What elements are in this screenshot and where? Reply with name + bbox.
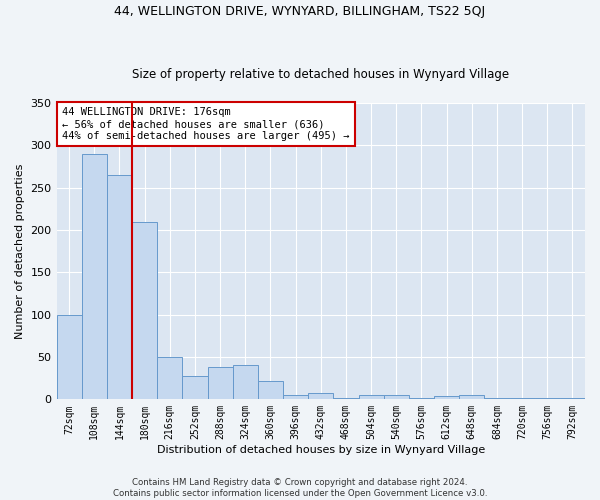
Bar: [233, 366, 258, 400]
Bar: [484, 398, 509, 400]
Bar: [308, 392, 334, 400]
Text: 44 WELLINGTON DRIVE: 176sqm
← 56% of detached houses are smaller (636)
44% of se: 44 WELLINGTON DRIVE: 176sqm ← 56% of det…: [62, 108, 349, 140]
Text: Contains HM Land Registry data © Crown copyright and database right 2024.
Contai: Contains HM Land Registry data © Crown c…: [113, 478, 487, 498]
Bar: [283, 395, 308, 400]
Bar: [383, 395, 409, 400]
Bar: [107, 175, 132, 400]
Bar: [434, 396, 459, 400]
Y-axis label: Number of detached properties: Number of detached properties: [15, 164, 25, 339]
Bar: [82, 154, 107, 400]
Title: Size of property relative to detached houses in Wynyard Village: Size of property relative to detached ho…: [132, 68, 509, 81]
Text: 44, WELLINGTON DRIVE, WYNYARD, BILLINGHAM, TS22 5QJ: 44, WELLINGTON DRIVE, WYNYARD, BILLINGHA…: [115, 5, 485, 18]
Bar: [560, 398, 585, 400]
Bar: [56, 314, 82, 400]
Bar: [359, 395, 383, 400]
Bar: [409, 398, 434, 400]
X-axis label: Distribution of detached houses by size in Wynyard Village: Distribution of detached houses by size …: [157, 445, 485, 455]
Bar: [157, 357, 182, 400]
Bar: [208, 367, 233, 400]
Bar: [535, 398, 560, 400]
Bar: [509, 398, 535, 400]
Bar: [182, 376, 208, 400]
Bar: [459, 395, 484, 400]
Bar: [132, 222, 157, 400]
Bar: [334, 398, 359, 400]
Bar: [258, 380, 283, 400]
